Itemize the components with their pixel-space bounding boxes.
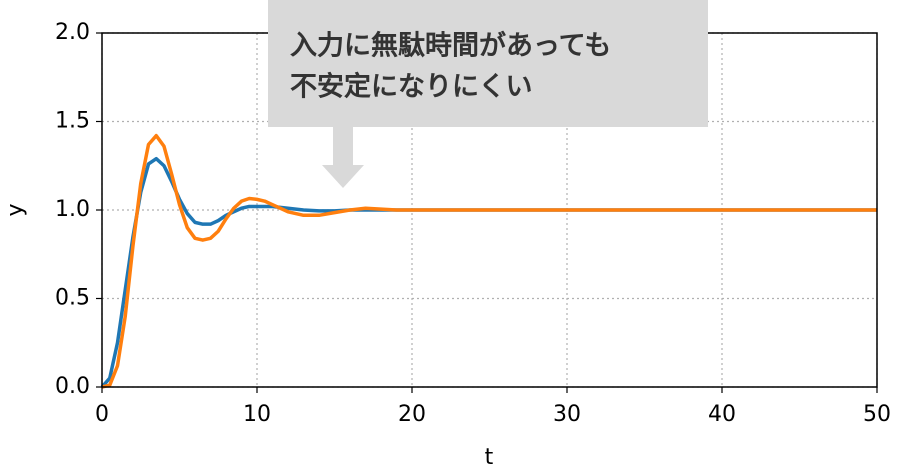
line-series — [100, 156, 877, 389]
x-tick-label: 10 — [243, 402, 271, 427]
y-axis-label: y — [3, 203, 28, 216]
x-tick-label: 20 — [398, 402, 426, 427]
annotation-text: 不安定になりにくい — [290, 71, 532, 103]
x-tick-label: 50 — [863, 402, 891, 427]
x-axis-label: t — [485, 445, 494, 470]
y-tick-label: 0.5 — [55, 286, 90, 311]
y-tick-label: 0.0 — [55, 374, 90, 399]
x-tick-label: 30 — [553, 402, 581, 427]
y-tick-label: 1.5 — [55, 109, 90, 134]
annotation-text: 入力に無駄時間があっても — [290, 30, 611, 62]
y-tick-label: 2.0 — [55, 20, 90, 45]
annotation-box — [268, 0, 708, 127]
x-tick-label: 40 — [708, 402, 736, 427]
line-series — [101, 133, 877, 389]
annotation-arrow — [322, 127, 364, 188]
x-tick-label: 0 — [95, 402, 109, 427]
y-tick-label: 1.0 — [55, 197, 90, 222]
